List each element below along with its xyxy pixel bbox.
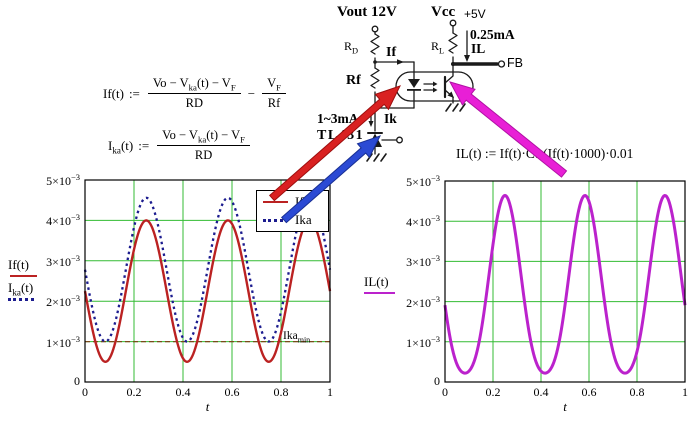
x-tick-label: 0.4 [533, 385, 549, 399]
il-value-label: 0.25mA [470, 27, 515, 42]
x-tick-label: 0.2 [485, 385, 501, 399]
x-tick-label: 0.8 [273, 385, 289, 399]
x-tick-label: 0 [82, 385, 88, 399]
light-arrows-icon [423, 83, 434, 91]
trace-line-if-sample [10, 275, 37, 277]
x-axis-label: t [205, 399, 210, 414]
formula-ika-lhs: Ika(t) [108, 137, 134, 156]
x-tick-label: 0.6 [581, 385, 597, 399]
plot-region-il[interactable] [445, 181, 685, 382]
y-tick-label: 4×10−3 [406, 213, 440, 230]
fraction: Vo − Vka(t) − VF RD [147, 76, 241, 111]
rd-label: RD [344, 39, 359, 56]
y-tick-label: 5×10−3 [46, 172, 80, 188]
x-tick-label: 1 [327, 385, 333, 399]
vcc-supply-label: +5V [464, 7, 486, 21]
y-tick-label: 5×10−3 [406, 173, 440, 189]
vout-label: Vout 12V [337, 4, 397, 20]
trace-line-il-sample [364, 292, 395, 294]
y-tick-label: 1×10−3 [46, 333, 80, 350]
y-tick-label: 2×10−3 [46, 293, 80, 310]
legend-line-ika [263, 218, 288, 222]
fb-terminal [497, 60, 506, 68]
legend-entry-if: If [263, 194, 328, 209]
x-tick-label: 0 [442, 385, 448, 399]
x-tick-label: 1 [682, 385, 688, 399]
x-axis-label: t [563, 399, 567, 414]
tl431-icon [368, 133, 382, 147]
x-tick-label: 0.2 [126, 385, 142, 399]
il-name-label: IL [471, 41, 486, 56]
ground-icon-tl431 [366, 153, 387, 162]
formula-if[interactable]: If(t) := Vo − Vka(t) − VF RD − VF Rf [103, 76, 289, 111]
trace-label-ika: Ika(t) [8, 280, 34, 298]
led-icon [408, 79, 420, 88]
ik-range-label: 1~3mA [317, 111, 359, 126]
y-tick-label: 4×10−3 [46, 212, 80, 229]
tl431-label: TL431 [317, 128, 365, 143]
legend: If Ika [256, 190, 329, 232]
legend-entry-ika: Ika [263, 212, 328, 227]
fraction: VF Rf [262, 76, 286, 111]
legend-line-if [263, 201, 288, 203]
plot2-trace-labels: IL(t) [364, 275, 395, 294]
fb-label: FB [507, 56, 523, 70]
formula-if-lhs: If(t) [103, 85, 124, 101]
y-tick-label: 3×10−3 [46, 252, 80, 269]
ika-min-label: Ikamin [283, 330, 311, 345]
vcc-label: Vcc [431, 4, 456, 20]
ground-icon-emitter [445, 103, 466, 112]
formula-ika[interactable]: Ika(t) := Vo − Vka(t) − VF RD [108, 128, 253, 163]
plot1-trace-labels: If(t) Ika(t) [8, 258, 37, 301]
y-tick-label: 0 [74, 374, 80, 388]
y-tick-label: 3×10−3 [406, 253, 440, 270]
trace-label-if: If(t) [8, 257, 29, 272]
fraction: Vo − Vka(t) − VF RD [157, 128, 250, 163]
y-tick-label: 2×10−3 [406, 293, 440, 310]
vcc-terminal [449, 19, 457, 27]
resistor-rd-icon [370, 33, 380, 55]
y-tick-label: 0 [434, 374, 440, 388]
tl431-ref-terminal [396, 136, 403, 144]
ik-label: Ik [384, 111, 397, 126]
resistor-rf-icon [370, 67, 380, 89]
if-label: If [386, 45, 397, 60]
rf-label: Rf [346, 73, 361, 88]
formula-il[interactable]: IL(t) := If(t)·Ctr(If(t)·1000)·0.01 [456, 146, 634, 161]
optocoupler-icon [395, 71, 474, 102]
vout-terminal [371, 25, 379, 33]
trace-label-il: IL(t) [364, 274, 389, 289]
y-tick-label: 1×10−3 [406, 333, 440, 350]
x-tick-label: 0.4 [175, 385, 191, 399]
rl-label: RL [431, 39, 445, 56]
x-tick-label: 0.6 [224, 385, 240, 399]
resistor-rl-icon [448, 32, 458, 54]
trace-line-ika-sample [8, 298, 34, 301]
x-tick-label: 0.8 [629, 385, 645, 399]
